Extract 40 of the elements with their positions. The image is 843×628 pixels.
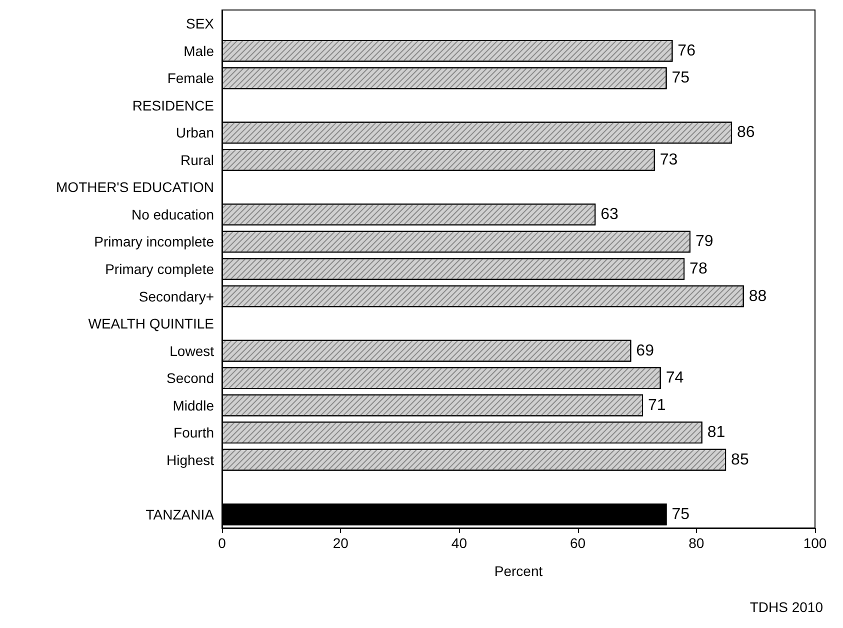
data-label: 86: [736, 124, 755, 142]
data-label: 71: [648, 396, 666, 414]
data-label: 85: [731, 451, 749, 468]
data-label: 63: [600, 206, 618, 223]
y-tick-label: Secondary+: [138, 288, 214, 304]
y-tick-label: Female: [167, 70, 214, 86]
data-label: 76: [678, 42, 696, 60]
data-label: 88: [748, 288, 767, 305]
x-tick-label: 20: [332, 535, 349, 551]
y-tick-label: Rural: [180, 152, 214, 168]
x-tick-label: 40: [451, 535, 468, 551]
data-label: 74: [666, 370, 684, 387]
y-tick-label: Primary complete: [105, 261, 214, 277]
y-tick-label: RESIDENCE: [132, 97, 214, 114]
y-tick-label: Fourth: [174, 424, 214, 441]
y-tick-label: MOTHER'S EDUCATION: [56, 179, 214, 196]
y-tick-label: SEX: [186, 16, 215, 32]
x-tick-label: 80: [688, 535, 704, 551]
y-tick-label: Male: [184, 42, 214, 59]
data-label: 75: [672, 70, 690, 87]
data-label: 69: [636, 342, 654, 360]
x-tick-label: 100: [803, 535, 827, 551]
y-tick-label: Second: [166, 370, 214, 386]
y-tick-label: Lowest: [170, 342, 214, 359]
y-tick-label: Middle: [172, 397, 214, 414]
y-tick-label: Highest: [166, 452, 214, 468]
data-label: 81: [707, 424, 726, 442]
data-label: 79: [695, 233, 714, 250]
data-label: 73: [660, 151, 678, 168]
y-tick-label: WEALTH QUINTILE: [88, 316, 214, 332]
data-label: 78: [690, 260, 708, 278]
data-label: 75: [672, 506, 690, 523]
x-tick-label: 60: [570, 535, 586, 551]
y-tick-label: No education: [131, 206, 214, 222]
text: TDHS 2010: [750, 599, 824, 615]
y-tick-label: TANZANIA: [146, 506, 215, 522]
x-tick-label: 0: [218, 535, 226, 551]
y-tick-label: Urban: [176, 124, 214, 141]
y-tick-label: Primary incomplete: [94, 234, 214, 250]
x-axis-title: Percent: [494, 563, 543, 579]
